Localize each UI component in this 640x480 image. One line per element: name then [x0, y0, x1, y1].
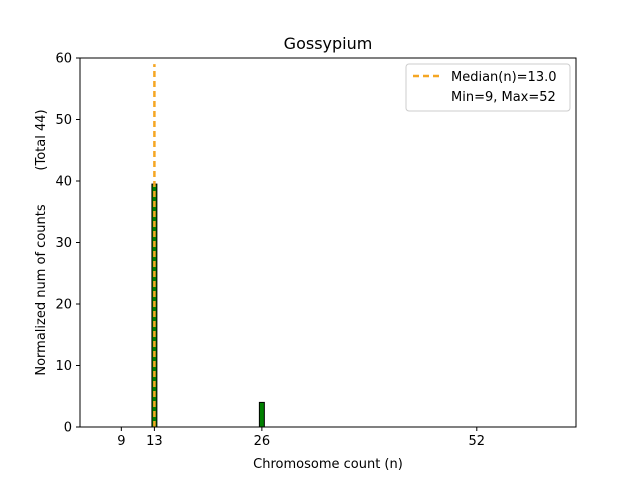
y-tick-label-2: 20: [55, 298, 72, 313]
legend-entry-range: Min=9, Max=52: [451, 90, 556, 105]
legend: Median(n)=13.0 Min=9, Max=52: [405, 63, 571, 112]
x-tick-label-2: 26: [254, 434, 271, 449]
axes-frame: [79, 57, 577, 428]
chart-title: Gossypium: [284, 34, 373, 53]
y-axis-label: Normalized num of counts: [34, 204, 49, 375]
y-tick-label-1: 10: [55, 359, 72, 374]
y-tick-label-6: 60: [55, 52, 72, 67]
x-tick-label-3: 52: [469, 434, 486, 449]
y-tick-label-0: 0: [64, 421, 72, 436]
legend-entry-median: Median(n)=13.0: [451, 70, 557, 85]
y-tick-label-4: 40: [55, 175, 72, 190]
y-tick-label-3: 30: [55, 236, 72, 251]
x-tick-label-1: 13: [146, 434, 163, 449]
plot-area: 9 13 26 52 0 10 20 30 40 50 60: [55, 52, 485, 450]
x-tick-label-0: 9: [117, 434, 125, 449]
bar-1: [258, 401, 265, 428]
y-tick-label-5: 50: [55, 113, 72, 128]
x-axis-label: Chromosome count (n): [253, 457, 403, 472]
y-axis-total-label: (Total 44): [34, 109, 49, 170]
legend-box: [405, 63, 571, 112]
